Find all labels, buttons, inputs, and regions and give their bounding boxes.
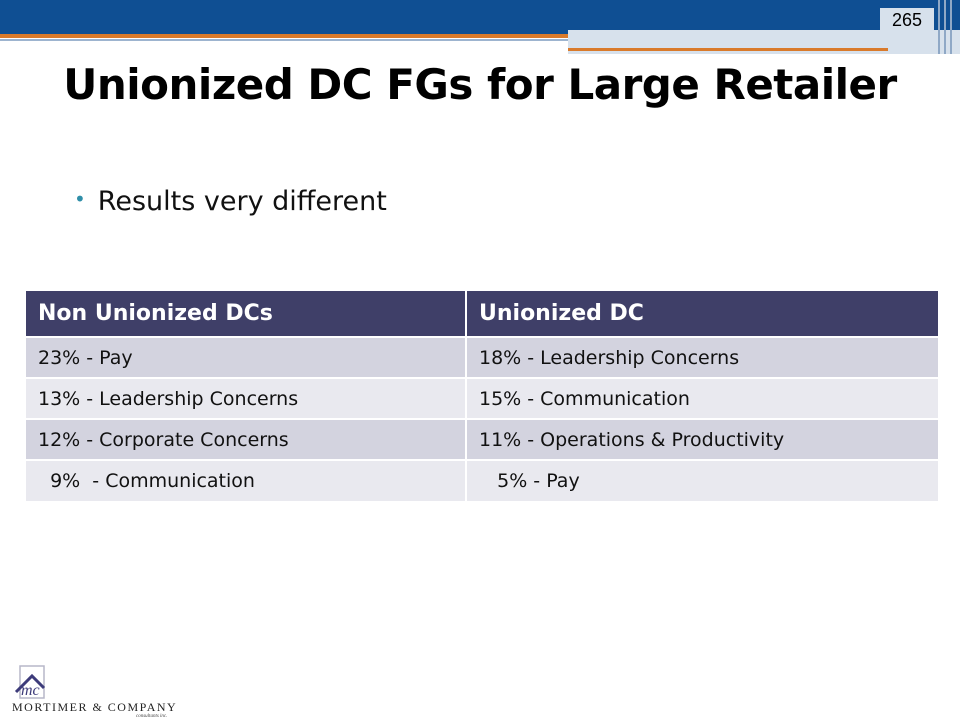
decor-line: [950, 0, 952, 54]
column-header: Non Unionized DCs: [26, 291, 467, 337]
header-panel: [568, 30, 960, 54]
svg-text:mc: mc: [21, 682, 40, 699]
logo-mark-icon: mc: [14, 665, 46, 699]
table-cell: 23% - Pay: [26, 336, 467, 378]
table-cell: 13% - Leadership Concerns: [26, 377, 467, 419]
logo-subtitle: consultants inc.: [136, 714, 168, 719]
table-row: 9% - Communication 5% - Pay: [26, 459, 938, 501]
bullet-icon: •: [74, 187, 86, 211]
company-logo: mc MORTIMER & COMPANY consultants inc.: [10, 662, 190, 719]
table-header-row: Non Unionized DCs Unionized DC: [26, 291, 938, 337]
accent-line: [0, 34, 570, 38]
table-row: 23% - Pay 18% - Leadership Concerns: [26, 336, 938, 378]
decor-line: [944, 0, 946, 54]
slide-title: Unionized DC FGs for Large Retailer: [63, 60, 897, 109]
table-cell: 15% - Communication: [466, 377, 938, 419]
table-cell: 18% - Leadership Concerns: [466, 336, 938, 378]
table-cell: 12% - Corporate Concerns: [26, 418, 467, 460]
page-number: 265: [880, 8, 934, 32]
decor-line: [938, 0, 940, 54]
bullet-item: • Results very different: [74, 186, 387, 217]
focus-group-table: Non Unionized DCs Unionized DC 23% - Pay…: [26, 291, 938, 501]
panel-accent-stripe: [568, 48, 888, 51]
logo-name: MORTIMER & COMPANY: [12, 700, 178, 714]
table-cell: 5% - Pay: [466, 459, 938, 501]
table-row: 12% - Corporate Concerns 11% - Operation…: [26, 418, 938, 460]
bullet-text: Results very different: [97, 186, 387, 217]
table-cell: 9% - Communication: [26, 459, 467, 501]
divider-line: [0, 39, 570, 41]
column-header: Unionized DC: [466, 291, 938, 337]
table-cell: 11% - Operations & Productivity: [466, 418, 938, 460]
table-row: 13% - Leadership Concerns 15% - Communic…: [26, 377, 938, 419]
top-banner: [0, 0, 960, 34]
